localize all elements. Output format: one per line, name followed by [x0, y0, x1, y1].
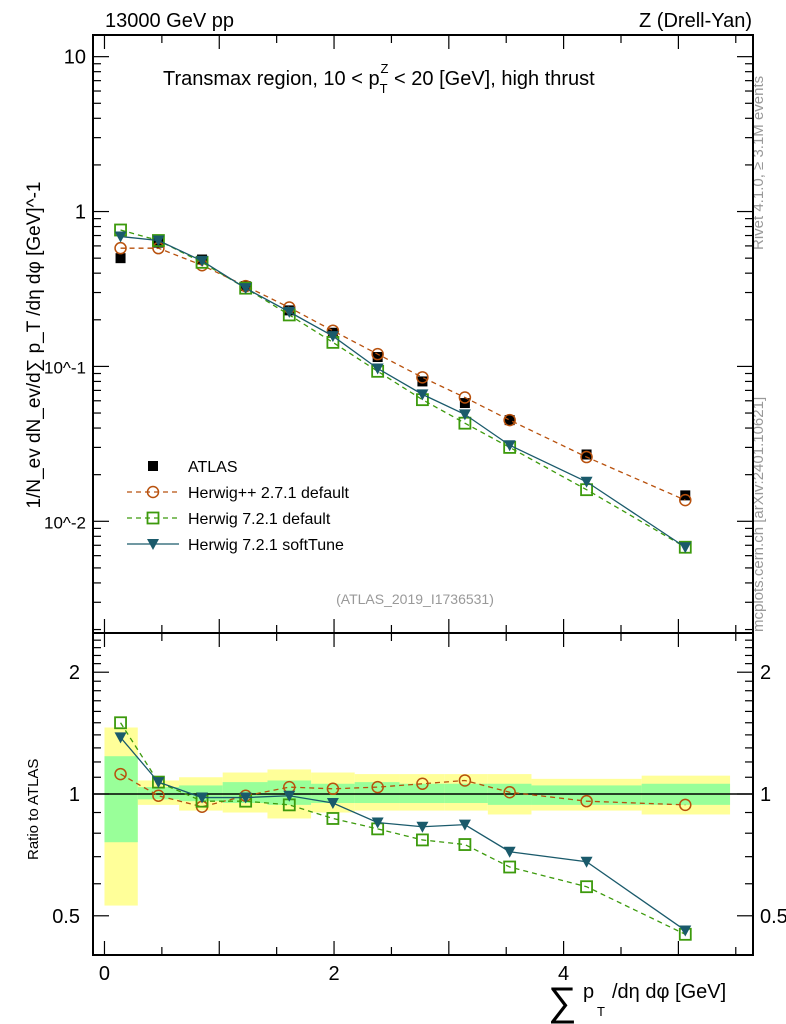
x-axis-label: ∑ p T /dη dφ [GeV]	[548, 980, 726, 1024]
ratio-point	[458, 774, 472, 787]
svg-text:/dη dφ [GeV]: /dη dφ [GeV]	[612, 981, 726, 1003]
data-point	[503, 440, 516, 452]
ratio-point	[679, 798, 692, 812]
x-tick-label: 0	[99, 963, 110, 985]
ratio-line	[119, 722, 686, 935]
ratio-tick-label: 1	[69, 784, 80, 806]
ratio-tick-label-right: 2	[760, 662, 771, 684]
ratio-point	[114, 732, 127, 744]
data-point	[371, 347, 384, 361]
series-line	[120, 229, 686, 548]
ratio-point	[458, 819, 471, 831]
ratio-point	[580, 794, 593, 808]
legend-marker-atlas	[148, 461, 158, 471]
data-point	[326, 331, 339, 343]
legend-marker-h7default	[146, 511, 160, 525]
ratio-point	[580, 856, 593, 868]
ratio-point	[283, 790, 296, 802]
ratio-point	[326, 782, 340, 796]
series-h7default	[114, 223, 692, 941]
data-point	[114, 241, 127, 255]
ratio-y-label: Ratio to ATLAS	[25, 759, 42, 860]
data-point	[458, 409, 471, 421]
ratio-point	[580, 880, 593, 894]
ratio-point	[679, 925, 692, 937]
band-inner	[137, 787, 180, 800]
header-left: 13000 GeV pp	[105, 10, 234, 32]
rivet-label: Rivet 4.1.0, ≥ 3.1M events	[750, 76, 767, 250]
mcplots-label: mcplots.cern.ch [arXiv:2401.10621]	[750, 397, 767, 632]
ratio-tick-label-right: 0.5	[760, 906, 786, 928]
y-axis-label: 1/N_ev dN_ev/d∑ p_T /dη dφ [GeV]^-1	[24, 182, 45, 509]
ratio-point	[326, 798, 339, 810]
ratio-point	[114, 716, 127, 730]
data-point	[580, 450, 593, 464]
data-point	[372, 352, 383, 363]
data-point	[283, 306, 296, 318]
data-point	[416, 389, 429, 401]
series-h7soft	[114, 231, 692, 937]
ratio-line	[120, 736, 686, 931]
ratio-point	[416, 833, 429, 847]
x-tick-label: 2	[328, 963, 339, 985]
ratio-point	[371, 817, 384, 829]
ratio-point	[152, 789, 165, 803]
data-point	[371, 363, 384, 375]
svg-text:∑: ∑	[548, 980, 577, 1024]
ratio-point	[239, 792, 252, 804]
y-tick-label: 10^-1	[44, 358, 86, 377]
data-point	[114, 231, 127, 243]
ratio-point	[503, 846, 516, 858]
data-point	[196, 255, 209, 267]
y-tick-label: 1	[75, 202, 86, 224]
data-point	[581, 449, 592, 460]
ratio-tick-label: 0.5	[52, 906, 80, 928]
ratio-point	[503, 860, 517, 874]
ratio-point	[326, 812, 340, 825]
legend-label: Herwig 7.2.1 softTune	[188, 537, 344, 554]
x-tick-label: 4	[558, 963, 569, 985]
data-point	[504, 415, 515, 426]
analysis-label: (ATLAS_2019_I1736531)	[336, 591, 494, 607]
ratio-point	[416, 821, 429, 833]
y-tick-label: 10^-2	[44, 513, 86, 532]
ratio-tick-label: 2	[69, 662, 80, 684]
legend-label: Herwig 7.2.1 default	[188, 511, 331, 528]
legend-marker-h7soft	[147, 539, 159, 550]
legend-label: ATLAS	[188, 459, 238, 476]
data-point	[503, 413, 516, 427]
ratio-point	[114, 767, 127, 781]
ratio-point	[196, 792, 209, 804]
plot-title: Transmax region, 10 < pTZ < 20 [GeV], hi…	[163, 61, 595, 96]
legend-label: Herwig++ 2.7.1 default	[188, 485, 350, 502]
ratio-line	[120, 773, 686, 808]
svg-text:p: p	[583, 981, 594, 1003]
series-line	[120, 235, 686, 548]
svg-text:T: T	[597, 1004, 605, 1019]
data-point	[680, 490, 691, 501]
data-point	[417, 376, 428, 387]
ratio-tick-label-right: 1	[760, 784, 771, 806]
band-inner	[104, 756, 138, 843]
data-point	[679, 493, 692, 507]
data-point	[152, 235, 165, 247]
data-point	[679, 542, 692, 554]
series-line	[120, 247, 686, 501]
data-point	[458, 391, 472, 404]
data-point	[416, 371, 429, 384]
data-point	[115, 253, 126, 264]
header-right: Z (Drell-Yan)	[639, 10, 752, 32]
data-point	[580, 476, 593, 488]
ratio-point	[416, 777, 429, 791]
y-tick-label: 10	[64, 47, 86, 69]
data-point	[239, 283, 252, 295]
ratio-point	[371, 780, 384, 794]
ratio-point	[458, 838, 472, 851]
ratio-point	[503, 786, 516, 799]
legend: ATLAS Herwig++ 2.7.1 default Herwig 7.2.1 …	[127, 459, 350, 554]
ratio-point	[152, 777, 165, 789]
legend-marker-herwigpp	[146, 485, 160, 499]
